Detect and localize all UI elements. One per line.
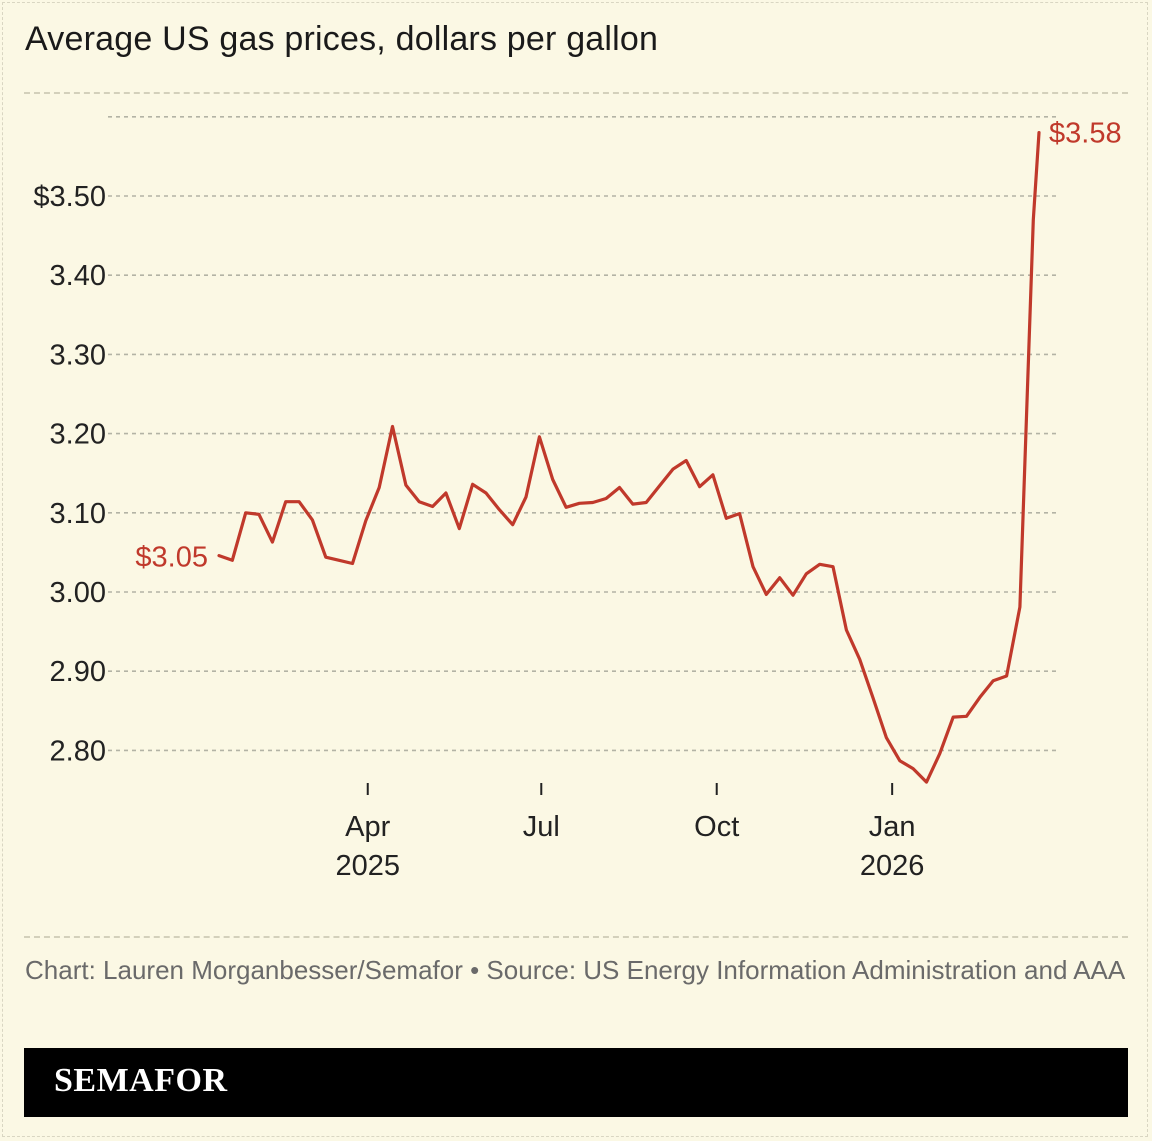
y-tick-label: 3.00 [50, 577, 106, 609]
chart-title: Average US gas prices, dollars per gallo… [25, 20, 659, 58]
y-tick-label: 3.10 [50, 498, 106, 530]
brand-footer: SEMAFOR [24, 1048, 1128, 1117]
semafor-logo: SEMAFOR [54, 1062, 228, 1099]
x-tick-label: Oct [694, 811, 739, 843]
x-tick-year-label: 2025 [335, 850, 400, 882]
end-value-label: $3.58 [1049, 118, 1122, 150]
x-tick-year-label: 2026 [860, 850, 925, 882]
source-credit: Chart: Lauren Morganbesser/Semafor • Sou… [25, 955, 1126, 985]
x-tick-label: Jan [869, 811, 916, 843]
y-tick-label: 3.20 [50, 419, 106, 451]
y-tick-label: 2.80 [50, 735, 106, 767]
top-divider [24, 92, 1128, 94]
y-tick-label: 3.30 [50, 339, 106, 371]
y-tick-label: 3.40 [50, 260, 106, 292]
gas-price-line [217, 131, 1041, 784]
bottom-divider [24, 936, 1128, 938]
line-chart: $3.50 3.40 3.30 3.20 3.10 3.00 2.90 2.80 Apr 2025… [33, 116, 1122, 882]
start-value-label: $3.05 [135, 542, 208, 574]
y-tick-label: 2.90 [50, 656, 106, 688]
x-tick-label: Jul [523, 811, 560, 843]
y-tick-label: $3.50 [33, 181, 106, 213]
x-tick-label: Apr [345, 811, 390, 843]
